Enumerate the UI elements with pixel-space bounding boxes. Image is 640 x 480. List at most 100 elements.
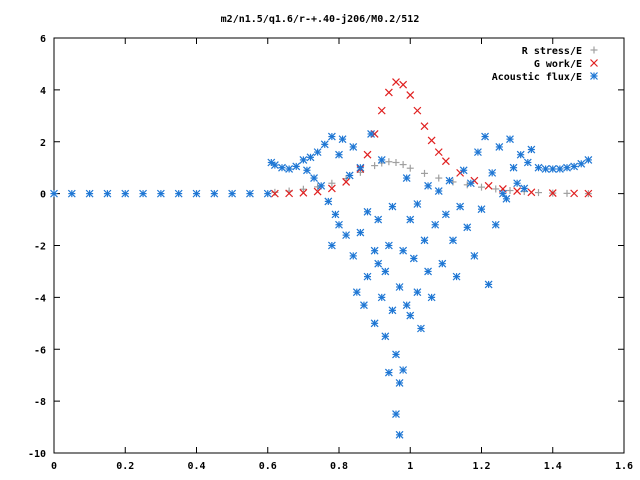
data-point — [103, 189, 112, 198]
data-point — [481, 132, 489, 141]
y-tick-label: 2 — [40, 138, 46, 149]
data-point — [320, 140, 329, 149]
data-point — [352, 288, 361, 297]
data-point — [338, 135, 347, 144]
data-point — [299, 155, 308, 164]
data-point — [377, 293, 386, 302]
chart-title: m2/n1.5/q1.6/r-+.40-j206/M0.2/512 — [221, 13, 420, 25]
data-point — [506, 187, 514, 195]
data-point — [395, 430, 404, 439]
data-point — [406, 215, 415, 224]
data-point — [534, 163, 543, 172]
data-point — [555, 165, 564, 173]
data-point — [434, 148, 443, 157]
data-point — [210, 189, 219, 198]
data-point — [324, 197, 333, 206]
x-tick-label: 1.2 — [472, 461, 490, 472]
data-point — [50, 189, 58, 198]
data-point — [541, 165, 550, 173]
data-point — [67, 189, 76, 198]
data-point — [228, 189, 237, 198]
data-point — [502, 194, 511, 203]
data-point — [402, 174, 411, 182]
legend-label: Acoustic flux/E — [492, 71, 582, 83]
data-point — [317, 181, 326, 190]
data-point — [313, 187, 322, 196]
data-point — [477, 205, 486, 214]
data-point — [441, 210, 450, 219]
data-point — [449, 236, 457, 245]
series-acoustic-flux-e — [50, 130, 593, 439]
data-point — [484, 280, 493, 289]
data-point — [381, 267, 390, 276]
data-point — [384, 88, 393, 97]
legend-label: G work/E — [534, 59, 582, 70]
data-point — [548, 189, 557, 198]
data-point — [370, 246, 379, 255]
data-point — [395, 379, 404, 387]
data-point — [395, 283, 404, 291]
data-point — [327, 184, 336, 193]
data-point — [427, 293, 436, 302]
data-point — [548, 165, 557, 173]
data-point — [474, 148, 482, 157]
data-point — [577, 159, 586, 168]
data-point — [246, 189, 254, 198]
data-point — [367, 130, 375, 138]
data-point — [452, 272, 461, 281]
data-point — [470, 251, 479, 260]
data-point — [335, 220, 343, 229]
data-point — [384, 368, 393, 377]
data-point — [328, 179, 336, 187]
data-point — [488, 168, 497, 177]
x-axis: 0 0.2 0.4 0.6 0.8 1 1.2 1.4 1.6 — [51, 38, 633, 472]
data-point — [270, 161, 279, 170]
data-point — [570, 162, 579, 171]
data-point — [370, 319, 379, 328]
data-point — [388, 306, 397, 315]
y-tick-label: 0 — [40, 190, 46, 201]
data-point — [427, 136, 436, 145]
data-point — [384, 241, 393, 250]
data-point — [516, 150, 525, 159]
y-tick-label: -8 — [34, 397, 46, 408]
legend-marker — [590, 59, 598, 67]
data-point — [459, 166, 468, 175]
x-tick-label: 0 — [51, 461, 57, 472]
data-point — [271, 188, 279, 196]
data-point — [370, 130, 379, 138]
legend-label: R stress/E — [522, 46, 582, 57]
data-point — [174, 189, 183, 198]
data-point — [363, 150, 372, 159]
data-point — [377, 155, 386, 164]
data-point — [349, 143, 358, 151]
data-point — [299, 188, 308, 197]
data-point — [409, 254, 418, 263]
data-point — [513, 179, 522, 188]
x-tick-label: 0.8 — [330, 461, 348, 472]
data-point — [377, 106, 386, 115]
y-tick-label: -10 — [28, 449, 46, 460]
data-point — [523, 158, 532, 167]
data-point — [306, 153, 315, 162]
data-point — [563, 189, 571, 197]
data-point — [392, 350, 400, 359]
y-tick-label: -4 — [34, 293, 46, 304]
data-point — [413, 106, 422, 115]
data-point — [434, 187, 443, 195]
x-tick-label: 1.6 — [615, 461, 633, 472]
data-point — [424, 181, 432, 190]
data-point — [441, 157, 450, 166]
data-point — [278, 163, 286, 172]
data-point — [421, 169, 428, 177]
data-point — [363, 207, 372, 216]
data-point — [331, 210, 340, 219]
data-point — [420, 122, 429, 131]
data-point — [292, 162, 301, 171]
data-point — [495, 143, 504, 151]
legend-marker — [590, 46, 598, 54]
data-point — [484, 181, 493, 190]
data-point — [342, 231, 351, 240]
data-point — [356, 228, 365, 237]
